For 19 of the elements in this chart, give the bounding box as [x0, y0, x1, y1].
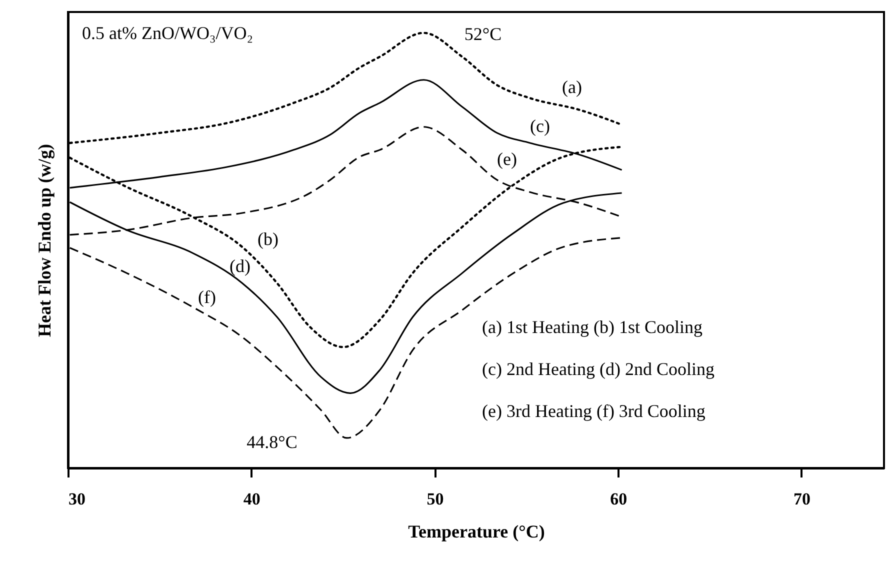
annotation: (c) 2nd Heating (d) 2nd Cooling — [482, 359, 714, 379]
annotation: (c) — [530, 116, 550, 136]
x-tick-label: 30 — [68, 490, 86, 508]
annotation: 44.8°C — [246, 432, 298, 452]
annotation: (f) — [198, 287, 216, 307]
annotation: (e) — [497, 149, 517, 169]
annotation: (a) 1st Heating (b) 1st Cooling — [482, 317, 702, 337]
annotation: (e) 3rd Heating (f) 3rd Cooling — [482, 401, 706, 421]
x-axis-title: Temperature (°C) — [408, 522, 545, 542]
x-tick-label: 40 — [243, 490, 260, 508]
x-tick-label: 50 — [426, 490, 444, 508]
annotation: 0.5 at% ZnO/WO₃/VO₂ — [82, 23, 254, 43]
annotation: (b) — [258, 229, 278, 249]
annotation: (d) — [230, 256, 250, 276]
annotation: (a) — [562, 77, 582, 97]
y-axis-title: Heat Flow Endo up (w/g) — [34, 144, 54, 338]
x-tick-label: 60 — [610, 490, 628, 508]
annotation: 52°C — [464, 24, 502, 44]
x-tick-label: 70 — [793, 490, 810, 508]
